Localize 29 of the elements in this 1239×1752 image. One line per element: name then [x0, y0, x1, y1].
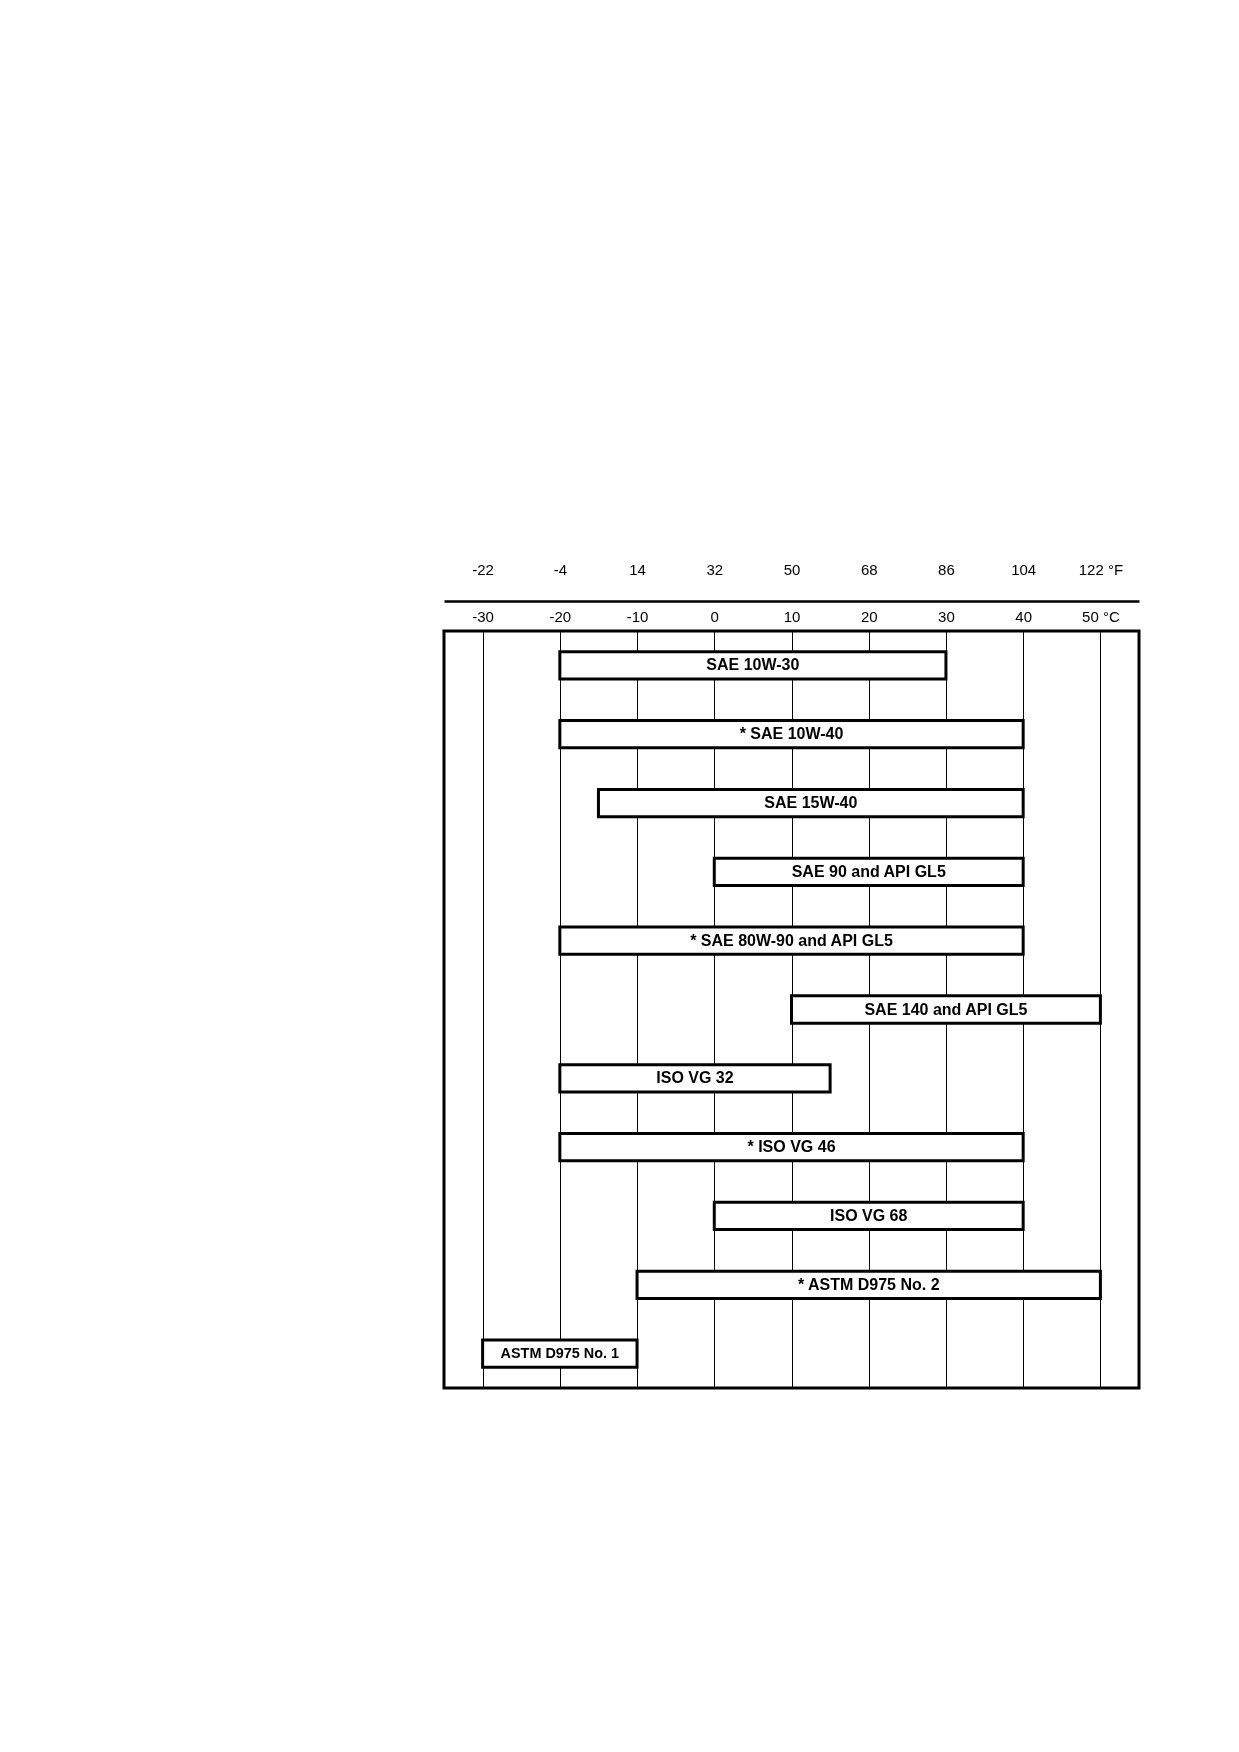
- y-tick-label: SAE 15W-40: [764, 794, 858, 812]
- y-tick-label: ASTM D975 No. 1: [500, 1344, 620, 1361]
- y-tick-label: ISO VG 32: [656, 1069, 734, 1087]
- x2-tick-label: 50: [783, 560, 801, 578]
- x-tick-label: 40: [1015, 607, 1033, 625]
- x-tick-label: 10: [783, 607, 801, 625]
- x-tick-label: -30: [472, 607, 494, 625]
- x2-tick-label: 86: [938, 560, 955, 578]
- y-tick-label: * SAE 10W-40: [739, 725, 844, 743]
- x-tick-label: 0: [710, 607, 719, 625]
- y-tick-label: * SAE 80W-90 and API GL5: [690, 931, 893, 949]
- x2-tick-label: 68: [860, 560, 878, 578]
- x2-tick-label: 32: [706, 560, 724, 578]
- y-tick-label: * ISO VG 46: [747, 1138, 836, 1156]
- x2-tick-label: -4: [553, 560, 568, 578]
- x2-tick-label: 14: [629, 560, 646, 578]
- x-tick-label: 50 °C: [1082, 607, 1120, 625]
- x-tick-label: 30: [938, 607, 955, 625]
- x-tick-label: -20: [549, 607, 572, 625]
- y-tick-label: ISO VG 68: [830, 1206, 908, 1224]
- x2-tick-label: 104: [1011, 560, 1037, 578]
- x-tick-label: 20: [860, 607, 878, 625]
- x2-tick-label: -22: [472, 560, 494, 578]
- y-tick-label: SAE 90 and API GL5: [791, 862, 946, 880]
- y-tick-label: * ASTM D975 No. 2: [797, 1275, 940, 1293]
- y-tick-label: SAE 10W-30: [706, 656, 800, 674]
- y-tick-label: SAE 140 and API GL5: [864, 1000, 1028, 1018]
- x-tick-label: -10: [626, 607, 649, 625]
- x2-tick-label: 122 °F: [1078, 560, 1124, 578]
